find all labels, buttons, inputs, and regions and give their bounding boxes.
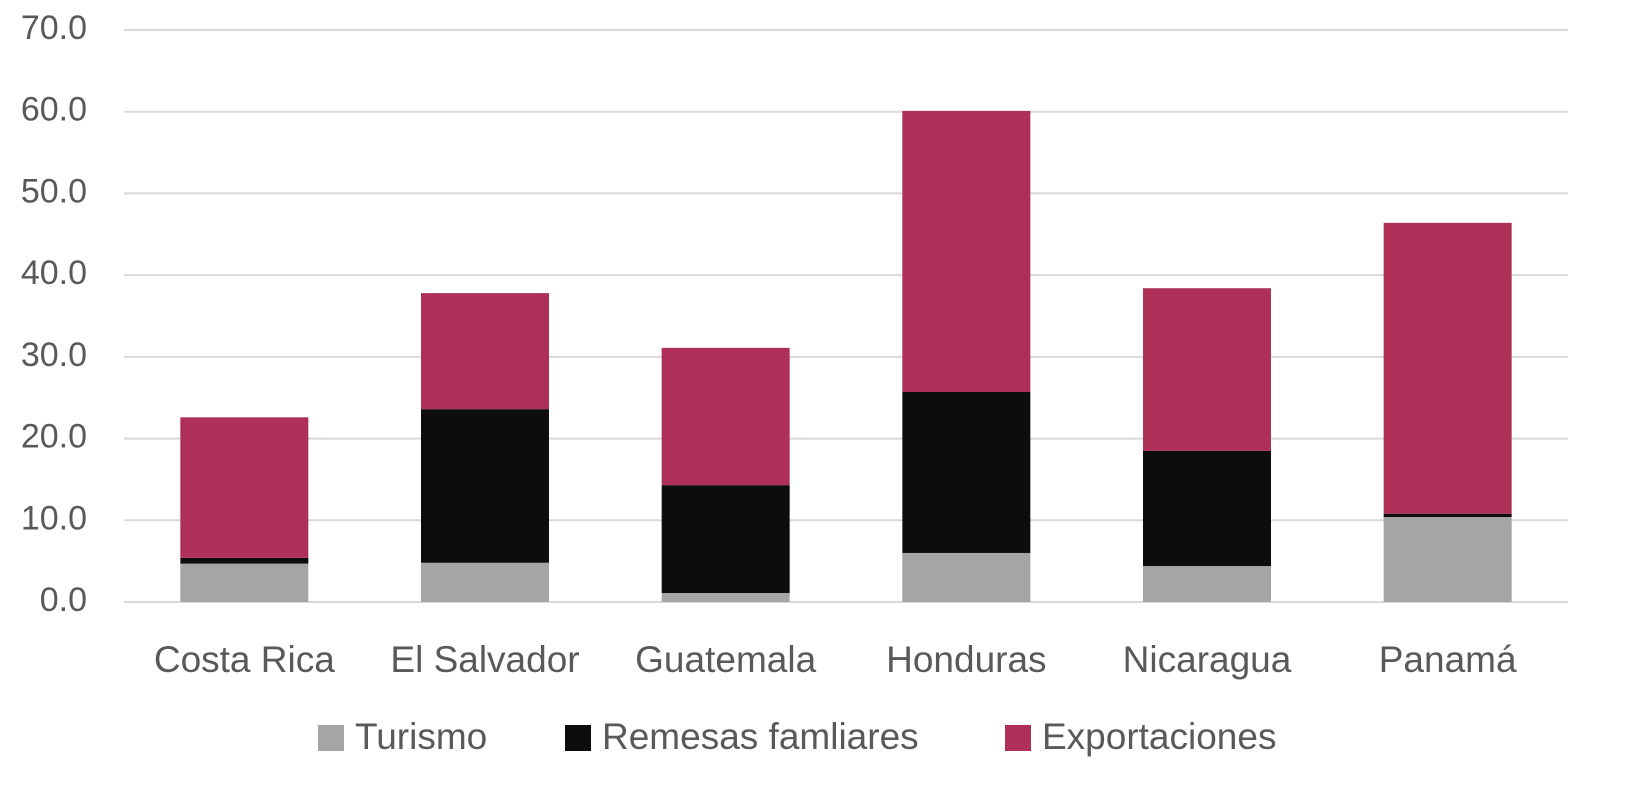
y-tick-label: 30.0 — [21, 336, 87, 374]
x-tick-label: Panamá — [1379, 639, 1517, 680]
legend-swatch — [565, 725, 591, 751]
bar-segment — [661, 347, 790, 486]
bar-segment — [1143, 450, 1271, 567]
bar-segment — [902, 110, 1031, 392]
x-tick-label: Costa Rica — [154, 639, 335, 680]
y-tick-label: 60.0 — [21, 91, 87, 129]
bar-segment — [902, 552, 1031, 602]
legend-swatch — [318, 725, 344, 751]
legend-label: Exportaciones — [1042, 716, 1276, 757]
legend-swatch — [1005, 725, 1031, 751]
bar-segment — [1383, 513, 1512, 518]
x-tick-label: Guatemala — [635, 639, 816, 680]
y-tick-label: 50.0 — [21, 172, 87, 210]
bar-segment — [902, 391, 1031, 553]
y-tick-label: 0.0 — [40, 581, 87, 619]
bar-segment — [180, 557, 309, 564]
bar-segment — [1383, 222, 1512, 514]
bar-segment — [1383, 517, 1512, 602]
y-tick-label: 40.0 — [21, 254, 87, 292]
bar-segment — [1143, 288, 1271, 451]
bar-segment — [661, 485, 790, 594]
bar-segment — [180, 417, 309, 558]
bar-segment — [1143, 566, 1271, 602]
bar-segment — [421, 562, 549, 602]
legend-label: Turismo — [355, 716, 487, 757]
bar-segment — [180, 563, 309, 602]
y-tick-label: 10.0 — [21, 499, 87, 537]
legend-label: Remesas famliares — [602, 716, 919, 757]
bar-segment — [661, 593, 790, 602]
x-tick-label: Nicaragua — [1123, 639, 1292, 680]
y-tick-label: 20.0 — [21, 418, 87, 456]
x-tick-label: El Salvador — [390, 639, 579, 680]
bar-segment — [421, 409, 549, 563]
y-tick-label: 70.0 — [21, 9, 87, 47]
bar-segment — [421, 293, 549, 410]
x-tick-label: Honduras — [886, 639, 1046, 680]
